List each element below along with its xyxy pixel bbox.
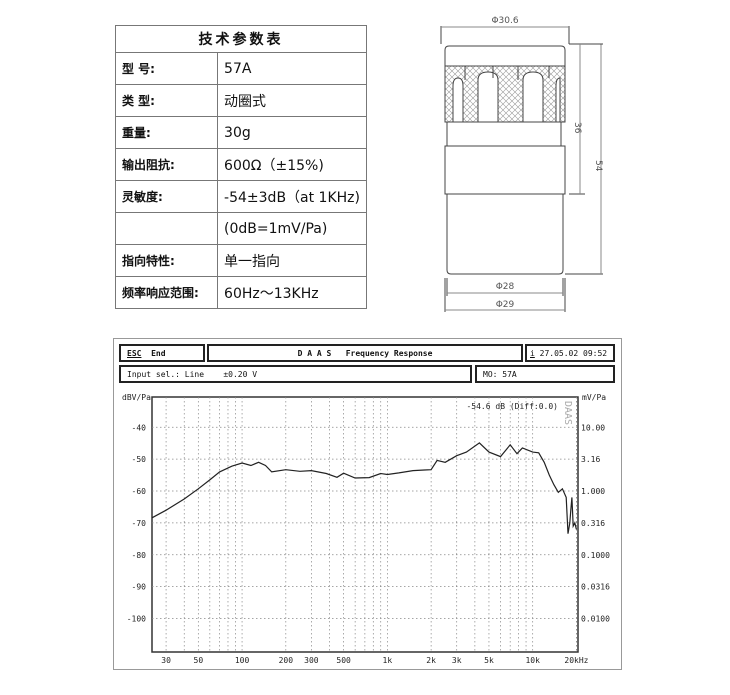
dim-inner-diameter-label: Φ28 <box>496 282 515 292</box>
spec-value: (0dB=1mV/Pa) <box>217 212 367 245</box>
spec-value: 动圈式 <box>217 84 367 117</box>
dim-total-height-label: 54 <box>593 160 603 172</box>
y-right-tick-label: 3.16 <box>581 455 600 464</box>
y-tick-label: -90 <box>132 583 147 592</box>
spec-row: 灵敏度: -54±3dB（at 1KHz) <box>114 180 367 213</box>
x-tick-label: 5k <box>484 656 494 665</box>
x-tick-label: 30 <box>161 656 171 665</box>
x-tick-label: 50 <box>194 656 204 665</box>
spec-label <box>114 212 219 245</box>
level-readout: -54.6 dB (Diff:0.0) <box>466 402 558 411</box>
y-right-tick-label: 0.0100 <box>581 615 610 624</box>
esc-label: ESC <box>127 348 142 358</box>
spec-value: 30g <box>217 116 367 149</box>
spec-row: 重量: 30g <box>114 116 367 149</box>
y-right-tick-label: 0.316 <box>581 519 605 528</box>
y-tick-label: -60 <box>132 487 147 496</box>
x-tick-label: 10k <box>525 656 540 665</box>
input-select-box[interactable]: Input sel.: Line ±0.20 V <box>119 365 472 383</box>
y-axis-label: dBV/Pa <box>122 393 151 402</box>
spec-row: 型 号: 57A <box>114 52 367 85</box>
x-tick-label: 300 <box>304 656 319 665</box>
spec-value: 600Ω（±15%) <box>217 148 367 181</box>
spec-label: 型 号: <box>114 52 219 85</box>
datetime: 27.05.02 09:52 <box>539 348 608 358</box>
spec-label: 重量: <box>114 116 219 149</box>
y-right-tick-label: 10.00 <box>581 423 605 432</box>
y-right-tick-label: 0.1000 <box>581 551 610 560</box>
spec-label: 输出阻抗: <box>114 148 219 181</box>
y-tick-label: -80 <box>132 551 147 560</box>
spec-value: -54±3dB（at 1KHz) <box>217 180 367 213</box>
y-right-axis-label: mV/Pa <box>582 393 606 402</box>
response-curve <box>151 442 577 534</box>
model-box: MO: 57A <box>475 365 615 383</box>
x-tick-label: 1k <box>383 656 393 665</box>
spec-label: 频率响应范围: <box>114 276 219 309</box>
daas-watermark: DAAS <box>562 401 573 425</box>
y-right-tick-label: 0.0316 <box>581 583 610 592</box>
spec-row: 输出阻抗: 600Ω（±15%) <box>114 148 367 181</box>
y-tick-label: -100 <box>127 615 146 624</box>
spec-row: (0dB=1mV/Pa) <box>114 212 367 245</box>
input-range: ±0.20 V <box>223 369 258 379</box>
x-tick-label: 500 <box>336 656 351 665</box>
end-label: End <box>151 348 166 358</box>
x-tick-label: 2k <box>426 656 436 665</box>
input-select: Input sel.: Line <box>127 369 205 379</box>
spec-table: 技术参数表 型 号: 57A 类 型: 动圈式 重量: 30g 输出阻抗: 600Ω（±15%… <box>114 25 367 309</box>
x-tick-label: 200 <box>279 656 294 665</box>
spec-table-title: 技术参数表 <box>115 25 367 53</box>
dim-outer-diameter-label: Φ29 <box>496 300 515 310</box>
esc-end-button[interactable]: ESC End <box>119 344 205 362</box>
x-tick-label: 3k <box>452 656 462 665</box>
info-icon[interactable]: i <box>530 348 535 358</box>
spec-row: 指向特性: 单一指向 <box>114 244 367 277</box>
spec-value: 60Hz～13KHz <box>217 276 367 309</box>
spec-row: 类 型: 动圈式 <box>114 84 367 117</box>
datetime-box: i 27.05.02 09:52 <box>525 344 615 362</box>
spec-value: 57A <box>217 52 367 85</box>
y-tick-label: -70 <box>132 519 147 528</box>
y-tick-label: -50 <box>132 455 147 464</box>
spec-label: 指向特性: <box>114 244 219 277</box>
spec-value: 单一指向 <box>217 244 367 277</box>
frequency-response-chart: -40 10.00 -50 3.16 -60 1.000 -70 0.316 -80 0.1000… <box>122 393 610 665</box>
y-right-tick-label: 1.000 <box>581 487 605 496</box>
analyzer-title: D A A S Frequency Response <box>207 344 523 362</box>
dim-top-label: Φ30.6 <box>491 16 518 26</box>
spec-row: 频率响应范围: 60Hz～13KHz <box>114 276 367 309</box>
y-tick-label: -40 <box>132 423 147 432</box>
spec-label: 类 型: <box>114 84 219 117</box>
x-tick-label: 100 <box>235 656 250 665</box>
microphone-cartridge-drawing: Φ30.6 36 54 Φ28 Φ29 <box>440 16 603 312</box>
x-tick-label: 20kHz <box>564 656 588 665</box>
spec-label: 灵敏度: <box>114 180 219 213</box>
dim-head-height-label: 36 <box>572 122 582 134</box>
